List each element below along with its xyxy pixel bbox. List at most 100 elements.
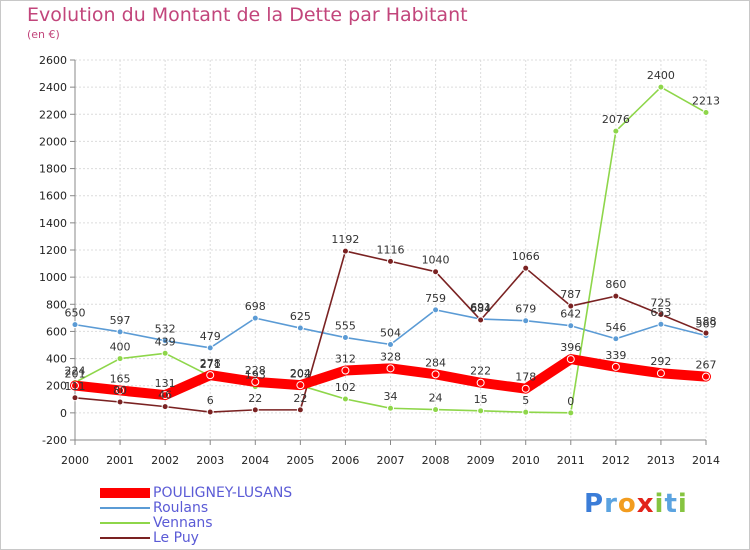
data-label: 787 <box>560 288 581 301</box>
data-point <box>612 292 620 300</box>
data-label: 271 <box>200 358 221 371</box>
data-label: 439 <box>155 335 176 348</box>
x-tick-label: 2009 <box>467 454 495 467</box>
legend-swatch <box>100 507 150 509</box>
x-tick-label: 2001 <box>106 454 134 467</box>
logo-letter: x <box>636 489 655 519</box>
data-point <box>206 371 215 380</box>
data-label: 22 <box>248 392 262 405</box>
data-label: 1040 <box>422 254 450 267</box>
data-point <box>702 109 710 117</box>
data-point <box>702 372 710 381</box>
data-point <box>161 349 169 357</box>
data-label: 292 <box>650 355 671 368</box>
y-tick-label: 1200 <box>39 244 67 257</box>
data-label: 22 <box>293 392 307 405</box>
data-label: 1192 <box>331 233 359 246</box>
x-tick-label: 2007 <box>377 454 405 467</box>
x-tick-label: 2003 <box>196 454 224 467</box>
logo-letter: r <box>604 489 618 519</box>
data-label: 691 <box>470 301 491 314</box>
y-tick-label: 0 <box>60 407 67 420</box>
data-label: 860 <box>605 278 626 291</box>
data-label: 34 <box>384 390 398 403</box>
logo-letter: i <box>677 489 688 519</box>
data-point <box>522 264 530 272</box>
data-point <box>341 366 350 375</box>
legend-swatch <box>100 522 150 524</box>
data-label: 597 <box>110 314 131 327</box>
data-label: 6 <box>207 394 214 407</box>
data-point <box>657 83 665 91</box>
data-point <box>432 306 440 314</box>
y-tick-label: 800 <box>46 298 67 311</box>
data-label: 202 <box>290 367 311 380</box>
x-tick-label: 2014 <box>692 454 720 467</box>
data-point <box>116 355 124 363</box>
y-tick-label: 1800 <box>39 163 67 176</box>
data-point <box>161 403 169 411</box>
data-point <box>116 386 125 395</box>
data-point <box>477 316 485 324</box>
data-label: 24 <box>429 392 443 405</box>
data-label: 684 <box>470 302 491 315</box>
chart-unit: (en €) <box>27 28 60 41</box>
data-point <box>566 355 575 364</box>
x-tick-labels: 2000 2001 2002 2003 2004 2005 2006 2007 2008 2009… <box>61 454 720 467</box>
data-label: 15 <box>474 393 488 406</box>
data-label: 5 <box>522 394 529 407</box>
legend-label: Vennans <box>153 515 213 531</box>
legend-swatch <box>100 537 150 539</box>
data-label: 0 <box>567 395 574 408</box>
data-label: 131 <box>155 377 176 390</box>
y-tick-label: 1600 <box>39 190 67 203</box>
x-tick-label: 2012 <box>602 454 630 467</box>
data-point <box>116 398 124 406</box>
x-tick-label: 2006 <box>331 454 359 467</box>
data-label: 504 <box>380 326 401 339</box>
data-point <box>432 268 440 276</box>
data-point <box>387 257 394 265</box>
data-label: 102 <box>335 381 356 394</box>
data-point <box>251 406 259 414</box>
data-point <box>206 408 214 416</box>
data-point <box>116 328 124 336</box>
data-label: 725 <box>650 296 671 309</box>
data-label: 2400 <box>647 69 675 82</box>
y-tick-label: -200 <box>42 434 67 447</box>
data-label: 46 <box>158 389 172 402</box>
logo-letter: t <box>664 489 678 519</box>
data-point <box>567 409 575 417</box>
data-label: 653 <box>650 306 671 319</box>
y-tick-labels: -200 0 200 400 600 800 1000 1200 1400 1600 1800 200… <box>39 54 67 447</box>
x-tick-label: 2000 <box>61 454 89 467</box>
data-label: 1116 <box>377 243 405 256</box>
data-point <box>296 324 304 332</box>
y-tick-label: 1000 <box>39 271 67 284</box>
series-le puy <box>71 247 710 416</box>
y-tick-label: 2600 <box>39 54 67 67</box>
axes <box>70 59 707 445</box>
data-label: 178 <box>515 371 536 384</box>
data-label: 222 <box>470 365 491 378</box>
data-point <box>521 384 530 393</box>
data-point <box>161 391 170 400</box>
data-label: 642 <box>560 308 581 321</box>
data-point <box>567 322 575 330</box>
data-label: 1066 <box>512 250 540 263</box>
line-chart: -200020040060080010001200140016001800200… <box>39 54 720 467</box>
y-tick-label: 2400 <box>39 81 67 94</box>
data-label: 569 <box>696 318 717 331</box>
data-point <box>522 408 530 416</box>
data-point <box>657 320 665 328</box>
data-label: 165 <box>110 372 131 385</box>
data-label: 2076 <box>602 113 630 126</box>
data-point <box>387 340 394 348</box>
data-label: 224 <box>65 364 86 377</box>
data-point <box>251 314 259 322</box>
data-label: 284 <box>425 356 446 369</box>
data-label: 625 <box>290 310 311 323</box>
series-pouligney-lusans <box>70 354 711 401</box>
x-tick-label: 2011 <box>557 454 585 467</box>
